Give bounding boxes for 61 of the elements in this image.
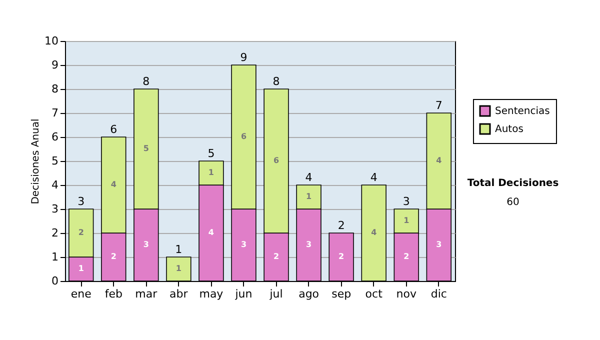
y-tick-label: 9 [52,58,58,72]
y-tick-label: 0 [52,274,58,288]
data-label: 3 [306,240,312,249]
data-label: 4 [371,228,378,237]
y-tick-label: 7 [52,106,58,120]
data-label: 3 [240,240,247,249]
data-label: 3 [436,240,442,249]
total-label: 1 [175,243,182,256]
data-label: 2 [338,252,344,261]
x-tick-label: jun [234,288,252,300]
total-label: 7 [435,99,442,112]
total-label: 3 [402,195,410,208]
data-label: 1 [306,192,312,201]
data-label: 6 [273,156,280,165]
x-tick-label: may [199,288,224,300]
x-tick-label: feb [104,288,122,300]
x-tick-label: dic [430,288,447,300]
y-tick-label: 1 [52,250,58,264]
data-label: 3 [143,240,149,249]
y-tick-label: 4 [52,178,58,192]
data-label: 1 [78,264,84,273]
x-tick-label: jul [268,288,283,300]
data-label: 5 [143,144,150,153]
total-label: 3 [78,195,85,208]
y-tick-label: 5 [52,154,58,168]
data-label: 1 [404,216,410,225]
legend-label: Autos [495,124,524,135]
y-tick-label: 6 [52,130,58,144]
total-label: 4 [305,171,312,184]
x-tick-label: abr [170,288,188,300]
total-label: 8 [142,75,150,88]
total-label: 5 [208,147,215,160]
x-tick-label: ene [70,288,92,300]
x-tick-label: ago [298,288,320,300]
total-label: 4 [370,171,378,184]
data-label: 2 [78,228,84,237]
x-tick-label: oct [365,288,384,300]
data-label: 1 [208,168,214,177]
data-label: 4 [436,156,442,165]
x-tick-label: mar [135,288,158,300]
data-label: 6 [240,132,247,141]
data-label: 2 [273,252,280,261]
y-tick-label: 3 [52,202,58,216]
x-tick-label: nov [396,288,417,300]
text: 60 [506,197,520,208]
data-label: 2 [404,252,410,261]
data-label: 1 [176,264,182,273]
total-label: 2 [338,219,345,232]
total-label: 6 [110,123,118,136]
y-tick-label: 10 [44,34,58,48]
data-label: 4 [208,228,214,237]
y-axis-title: Decisiones Anual [30,118,42,204]
total-label: 8 [272,75,280,88]
y-tick-label: 2 [52,226,58,240]
legend-label: Sentencias [495,106,550,117]
y-tick-label: 8 [52,82,58,96]
data-label: 4 [110,180,117,189]
total-label: 9 [240,51,248,64]
text: Total Decisiones [467,178,559,189]
x-tick-label: sep [332,288,352,300]
data-label: 2 [110,252,116,261]
